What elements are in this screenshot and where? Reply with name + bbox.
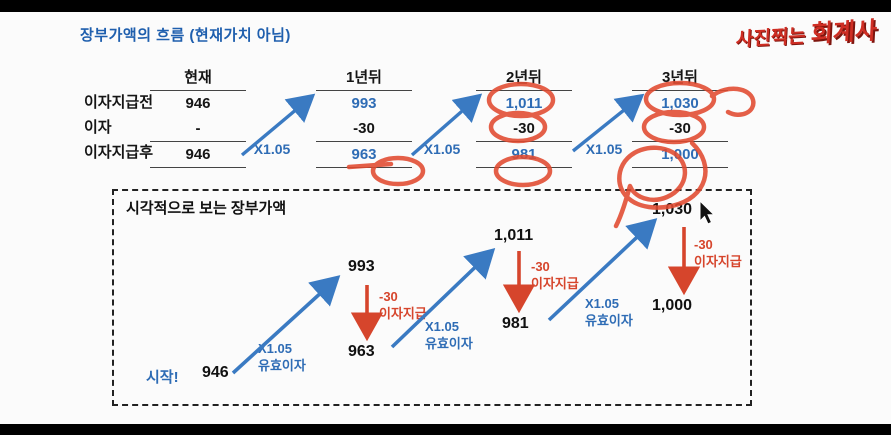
cell-after-year3: 1,000 <box>632 142 728 168</box>
cell-before-year3: 1,030 <box>661 95 699 112</box>
column-header-year2: 2년뒤 <box>476 66 572 91</box>
diagram-box-title: 시각적으로 보는 장부가액 <box>126 200 287 217</box>
down-step-2-amount: -30 <box>531 259 550 274</box>
cell-interest-year3: -30 <box>632 116 728 142</box>
row-label-after-interest: 이자지급후 <box>84 144 154 161</box>
node-year2-before-1011: 1,011 <box>494 227 534 244</box>
table-column-now: 현재 946 - 946 <box>150 66 246 168</box>
node-year3-before-1030: 1,030 <box>652 201 693 218</box>
cell-after-year1: 963 <box>316 142 412 168</box>
down-step-label-3: -30 이자지급 <box>694 236 742 270</box>
up-step-label-3: X1.05 유효이자 <box>585 295 633 329</box>
up-step-2-caption: 유효이자 <box>425 336 473 351</box>
start-label: 시작! <box>146 369 179 386</box>
cell-before-year2: 1,011 <box>505 95 543 112</box>
up-step-label-1: X1.05 유효이자 <box>258 340 306 374</box>
cell-after-now: 946 <box>150 142 246 168</box>
channel-logo: 사진찍는 회계사 <box>735 10 878 53</box>
letterbox-top <box>0 0 891 12</box>
cell-after-year2: 981 <box>476 142 572 168</box>
cell-before-now: 946 <box>185 95 211 112</box>
table-column-year1: 1년뒤 993 -30 963 <box>316 66 412 168</box>
column-header-year3: 3년뒤 <box>632 66 728 91</box>
up-step-label-2: X1.05 유효이자 <box>425 318 473 352</box>
node-year1-before-993: 993 <box>348 258 375 275</box>
up-step-3-caption: 유효이자 <box>585 313 633 328</box>
column-header-now: 현재 <box>150 66 246 91</box>
cell-interest-year1: -30 <box>316 116 412 142</box>
growth-label-3: X1.05 <box>585 141 623 157</box>
down-step-3-amount: -30 <box>694 237 713 252</box>
letterbox-bottom <box>0 424 891 435</box>
node-start-946: 946 <box>202 364 229 381</box>
diagram-box <box>112 189 752 406</box>
down-step-2-caption: 이자지급 <box>531 276 579 291</box>
down-step-1-caption: 이자지급 <box>379 306 427 321</box>
down-step-label-1: -30 이자지급 <box>379 288 427 322</box>
down-step-label-2: -30 이자지급 <box>531 258 579 292</box>
node-year1-after-963: 963 <box>348 343 375 360</box>
down-step-1-amount: -30 <box>379 289 398 304</box>
down-step-3-caption: 이자지급 <box>694 254 742 269</box>
row-label-interest: 이자 <box>84 119 112 136</box>
cell-interest-now: - <box>150 116 246 142</box>
cell-before-year1: 993 <box>351 95 377 112</box>
table-column-year3: 3년뒤 1,030 -30 1,000 <box>632 66 728 168</box>
node-year3-after-1000: 1,000 <box>652 297 693 314</box>
channel-logo-text-1: 사진찍는 <box>735 26 807 51</box>
column-header-year1: 1년뒤 <box>316 66 412 91</box>
up-step-2-multiplier: X1.05 <box>425 319 459 334</box>
growth-label-1: X1.05 <box>253 141 291 157</box>
up-step-1-caption: 유효이자 <box>258 358 306 373</box>
table-column-year2: 2년뒤 1,011 -30 981 <box>476 66 572 168</box>
page-title: 장부가액의 흐름 (현재가치 아님) <box>80 27 291 44</box>
growth-label-2: X1.05 <box>423 141 461 157</box>
row-label-before-interest: 이자지급전 <box>84 94 154 111</box>
node-year2-after-981: 981 <box>502 315 529 332</box>
table-row-labels: 이자지급전 이자 이자지급후 <box>84 90 194 165</box>
cell-interest-year2: -30 <box>476 116 572 142</box>
channel-logo-text-2: 회계사 <box>809 17 878 48</box>
up-step-1-multiplier: X1.05 <box>258 341 292 356</box>
up-step-3-multiplier: X1.05 <box>585 296 619 311</box>
